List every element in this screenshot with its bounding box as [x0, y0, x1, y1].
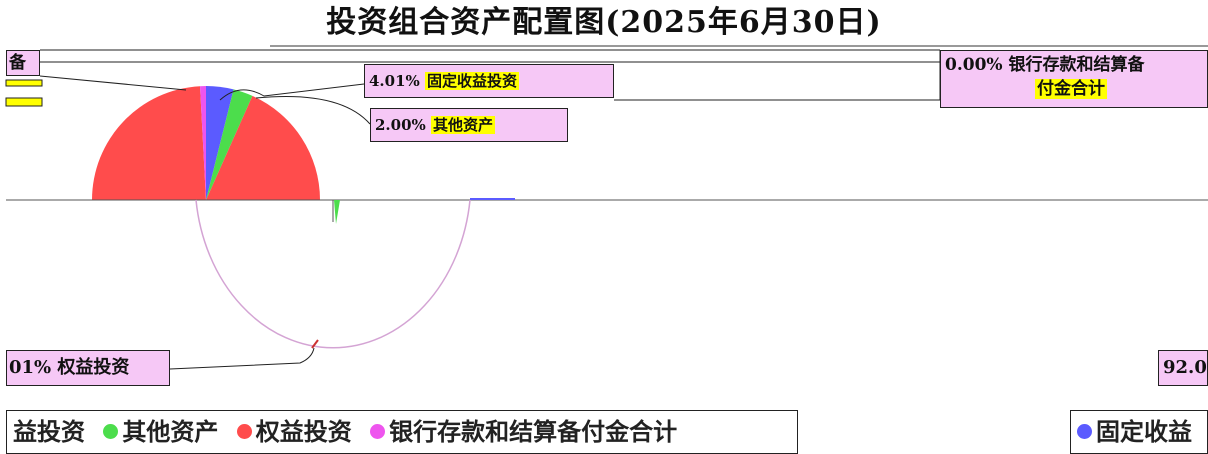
legend-item: 权益投资 [236, 411, 352, 453]
callout-fixed-income-bottom: 92.0 [1158, 350, 1208, 386]
pie-outline-lower [195, 199, 471, 349]
leader-left-top [39, 75, 187, 91]
pie-slice-other [206, 89, 253, 200]
callout-equity-label: 01% 权益投资 [9, 357, 130, 378]
pie-glitch-green [334, 200, 340, 224]
callout-bank-deposits-label2: 付金合计 [1035, 79, 1107, 99]
chart-title: 投资组合资产配置图(2025年6月30日) [326, 5, 882, 40]
legend-item: 其他资产 [103, 411, 218, 453]
legend-item-label: 权益投资 [255, 418, 352, 446]
leader-other-assets [255, 96, 371, 125]
legend-item: 益投资 [13, 411, 85, 453]
callout-bank-deposits-pct: 0.00% [945, 55, 1003, 75]
legend-item-label: 银行存款和结算备付金合计 [389, 418, 678, 446]
legend-dot-blue [1077, 424, 1092, 439]
callout-bank-deposits-label: 银行存款和结算备 [1008, 55, 1145, 75]
legend-dot-magenta [370, 424, 386, 439]
callout-other-assets-label: 其他资产 [431, 116, 496, 134]
callout-fixed-income-bottom-label: 92.0 [1163, 357, 1207, 378]
pie-mask [0, 200, 1208, 400]
legend-item-label: 固定收益 [1096, 418, 1192, 446]
leader-equity-tip [311, 339, 319, 349]
legend-left: 益投资 其他资产 权益投资 银行存款和结算备付金合计 [6, 410, 798, 454]
callout-fixed-income-pct: 4.01% [369, 72, 420, 90]
pie-slice-equity-left [92, 86, 206, 200]
callout-equity: 01% 权益投资 [6, 350, 170, 386]
callout-other-assets: 2.00% 其他资产 [370, 108, 568, 142]
callout-other-assets-pct: 2.00% [375, 116, 426, 134]
legend-item-label: 其他资产 [122, 418, 219, 446]
leader-equity [169, 347, 315, 370]
pie-slice-bank [200, 86, 206, 200]
callout-bank-deposits: 0.00% 银行存款和结算备 付金合计 [940, 50, 1208, 108]
leader-fixed-income [219, 83, 365, 101]
legend-right: 固定收益 [1070, 410, 1208, 454]
legend-dot-green [103, 424, 119, 439]
left-bar-1 [5, 79, 43, 87]
legend-item: 固定收益 [1077, 411, 1192, 453]
callout-left-top: 备 [6, 50, 40, 76]
pie-slice-equity-right [206, 95, 320, 200]
legend-item: 银行存款和结算备付金合计 [370, 411, 677, 453]
legend-dot-red [236, 424, 252, 439]
callout-fixed-income: 4.01% 固定收益投资 [364, 64, 614, 98]
left-bar-2 [5, 97, 43, 107]
legend-item-label: 益投资 [13, 418, 85, 446]
pie-slice-fixed-income [206, 86, 234, 200]
callout-fixed-income-label: 固定收益投资 [425, 72, 520, 90]
callout-left-top-label: 备 [9, 53, 26, 73]
